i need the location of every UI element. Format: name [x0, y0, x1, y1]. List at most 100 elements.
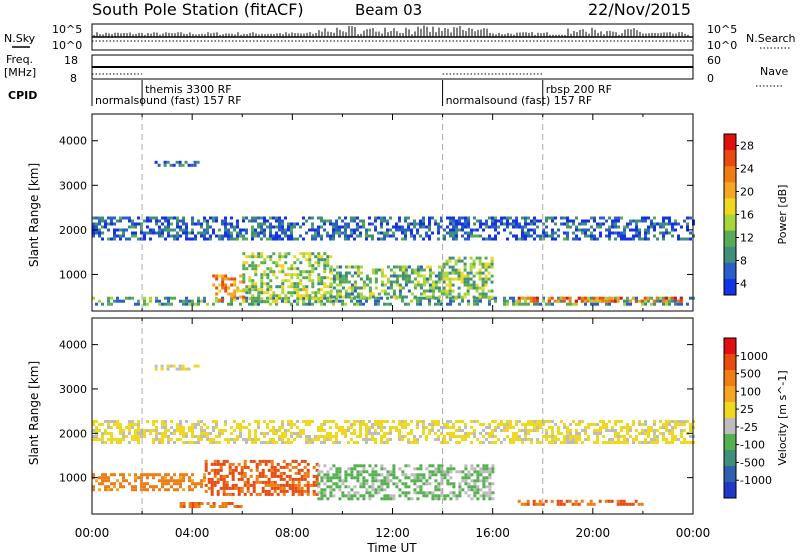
echo-pixel: [137, 216, 140, 220]
echo-pixel: [326, 479, 330, 483]
echo-pixel: [556, 499, 560, 503]
echo-pixel: [623, 225, 626, 229]
echo-pixel: [260, 432, 263, 435]
echo-pixel: [452, 299, 455, 303]
echo-pixel: [263, 261, 267, 265]
echo-pixel: [662, 435, 665, 438]
echo-pixel: [482, 482, 486, 486]
x-tick-label: 00:00: [676, 526, 711, 540]
echo-pixel: [209, 441, 212, 444]
echo-pixel: [395, 482, 399, 486]
echo-pixel: [191, 473, 194, 477]
echo-pixel: [413, 479, 417, 483]
echo-pixel: [371, 473, 375, 477]
echo-pixel: [668, 420, 671, 423]
echo-pixel: [239, 429, 242, 432]
echo-pixel: [653, 216, 656, 220]
echo-pixel: [680, 429, 683, 432]
echo-pixel: [173, 479, 176, 483]
echo-pixel: [212, 219, 215, 223]
echo-pixel: [517, 499, 521, 503]
echo-pixel: [206, 302, 209, 306]
echo-pixel: [617, 435, 620, 438]
echo-pixel: [297, 462, 301, 466]
echo-pixel: [210, 468, 214, 472]
echo-pixel: [267, 459, 271, 463]
echo-pixel: [311, 279, 315, 283]
echo-pixel: [143, 299, 146, 303]
echo-pixel: [257, 225, 260, 229]
echo-pixel: [641, 237, 644, 241]
echo-pixel: [110, 441, 113, 444]
echo-pixel: [191, 299, 194, 303]
echo-pixel: [197, 482, 200, 486]
echo-pixel: [575, 302, 578, 306]
echo-pixel: [302, 237, 305, 241]
echo-pixel: [380, 231, 383, 235]
echo-pixel: [425, 467, 429, 471]
echo-pixel: [532, 502, 536, 506]
echo-pixel: [341, 302, 344, 306]
echo-pixel: [182, 502, 186, 505]
echo-pixel: [626, 429, 629, 432]
echo-pixel: [326, 476, 330, 480]
echo-pixel: [632, 228, 635, 232]
echo-pixel: [437, 485, 441, 489]
echo-pixel: [320, 288, 324, 292]
echo-pixel: [290, 237, 293, 241]
echo-pixel: [368, 222, 371, 226]
echo-pixel: [446, 432, 449, 435]
echo-pixel: [125, 426, 128, 429]
echo-pixel: [629, 435, 632, 438]
echo-pixel: [515, 216, 518, 220]
echo-pixel: [161, 441, 164, 444]
echo-pixel: [188, 441, 191, 444]
echo-pixel: [467, 222, 470, 226]
echo-pixel: [107, 237, 110, 241]
echo-pixel: [308, 420, 311, 423]
echo-pixel: [308, 302, 311, 306]
echo-pixel: [386, 482, 390, 486]
echo-pixel: [306, 486, 310, 490]
echo-pixel: [590, 237, 593, 241]
echo-pixel: [578, 222, 581, 226]
echo-pixel: [404, 265, 408, 269]
echo-pixel: [161, 302, 164, 306]
echo-pixel: [225, 492, 229, 496]
echo-pixel: [194, 302, 197, 306]
echo-pixel: [473, 420, 476, 423]
echo-pixel: [236, 222, 239, 226]
echo-pixel: [273, 486, 277, 490]
echo-pixel: [92, 231, 95, 235]
echo-pixel: [326, 234, 329, 238]
echo-pixel: [296, 288, 300, 292]
echo-pixel: [98, 222, 101, 226]
echo-pixel: [485, 467, 489, 471]
echo-pixel: [170, 420, 173, 423]
echo-pixel: [122, 479, 125, 483]
echo-pixel: [494, 222, 497, 226]
echo-pixel: [188, 231, 191, 235]
echo-pixel: [515, 432, 518, 435]
echo-pixel: [377, 426, 380, 429]
echo-pixel: [212, 274, 216, 278]
echo-pixel: [258, 462, 262, 466]
echo-pixel: [437, 302, 440, 306]
echo-pixel: [431, 286, 435, 290]
echo-pixel: [377, 423, 380, 426]
echo-pixel: [236, 231, 239, 235]
echo-pixel: [275, 264, 279, 268]
echo-pixel: [317, 258, 321, 262]
echo-pixel: [437, 464, 441, 468]
echo-pixel: [110, 426, 113, 429]
echo-pixel: [571, 502, 575, 506]
echo-pixel: [275, 297, 279, 301]
echo-pixel: [617, 219, 620, 223]
echo-pixel: [314, 291, 318, 295]
echo-pixel: [213, 474, 217, 478]
echo-pixel: [353, 429, 356, 432]
echo-pixel: [653, 420, 656, 423]
echo-pixel: [532, 296, 536, 300]
echo-pixel: [251, 261, 255, 265]
echo-pixel: [245, 261, 249, 265]
